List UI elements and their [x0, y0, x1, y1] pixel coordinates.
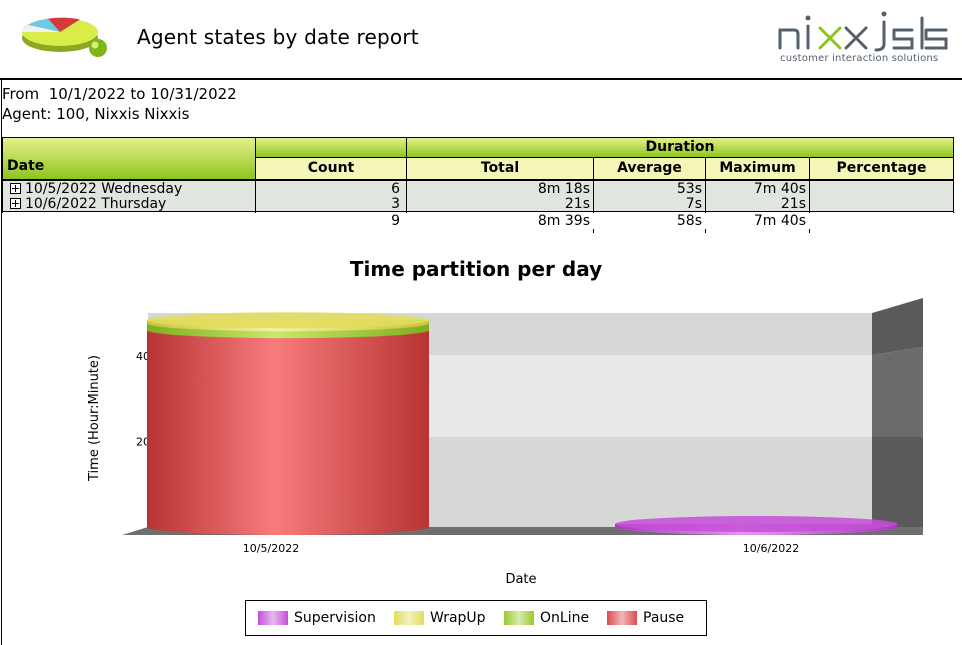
agent-label: Agent: [2, 105, 52, 123]
maximum-column-header: Maximum [705, 157, 810, 180]
row-maximum: 7m 40s [753, 181, 806, 197]
table-row[interactable]: 10/6/2022 Thursday 3 21s 7s 21s [2, 196, 954, 212]
agent-line: Agent: 100, Nixxis Nixxis [2, 105, 189, 123]
legend-label: WrapUp [430, 610, 486, 626]
from-date: 10/1/2022 [48, 85, 126, 103]
y-tick-label: 40 [136, 350, 150, 363]
legend-label: Pause [643, 610, 685, 626]
legend-item-supervision: Supervision [258, 610, 376, 626]
legend-item-pause: Pause [607, 610, 684, 626]
to-date: 10/31/2022 [150, 85, 237, 103]
y-axis-label: Time (Hour:Minute) [87, 355, 102, 482]
total-maximum: 7m 40s [753, 213, 806, 229]
from-label: From [2, 85, 40, 103]
x-axis-label: Date [505, 572, 536, 587]
row-maximum: 21s [780, 196, 806, 212]
x-tick-label: 10/5/2022 [243, 542, 299, 555]
totals-row: 9 8m 39s 58s 7m 40s [2, 213, 954, 229]
count-column-header: Count [255, 157, 407, 180]
legend-swatch [504, 611, 534, 625]
nixxis-logo [778, 11, 948, 52]
date-range: From 10/1/2022 to 10/31/2022 [2, 85, 237, 103]
row-count: 3 [391, 196, 400, 212]
logo-tagline: customer interaction solutions [780, 53, 939, 64]
total-count: 9 [391, 213, 400, 229]
legend-item-wrapup: WrapUp [394, 610, 486, 626]
row-date: 10/6/2022 Thursday [25, 196, 167, 212]
table-row[interactable]: 10/5/2022 Wednesday 6 8m 18s 53s 7m 40s [2, 180, 954, 197]
row-count: 6 [391, 181, 400, 197]
legend-swatch [258, 611, 288, 625]
bar-cap-1 [615, 516, 897, 532]
row-average: 7s [685, 196, 702, 212]
agent-value: 100, Nixxis Nixxis [56, 105, 190, 123]
chart-legend: Supervision WrapUp OnLine Pause [245, 600, 707, 636]
to-label: to [130, 85, 146, 103]
expand-icon[interactable] [10, 198, 21, 209]
legend-swatch [607, 611, 637, 625]
page-title: Agent states by date report [137, 25, 419, 49]
average-column-header: Average [593, 157, 706, 180]
percentage-column-header: Percentage [809, 157, 954, 180]
x-axis-ticks: 10/5/2022 10/6/2022 [243, 542, 799, 555]
row-date: 10/5/2022 Wednesday [25, 181, 183, 197]
page-border [1, 80, 2, 645]
pie-chart-icon [22, 17, 107, 57]
total-total: 8m 39s [537, 213, 590, 229]
bar-pause-0 [147, 330, 429, 535]
report-header: Agent states by date report customer int… [0, 0, 962, 80]
total-column-header: Total [406, 157, 594, 180]
legend-swatch [394, 611, 424, 625]
legend-label: Supervision [294, 610, 376, 626]
legend-label: OnLine [540, 610, 590, 626]
chart-title: Time partition per day [349, 257, 603, 281]
expand-icon[interactable] [10, 183, 21, 194]
total-average: 58s [676, 213, 702, 229]
bar-cap-0 [147, 312, 429, 329]
row-total: 21s [564, 196, 590, 212]
y-tick-label: 20 [136, 435, 150, 448]
bars [147, 312, 897, 535]
duration-group-header: Duration [406, 137, 954, 158]
legend-item-online: OnLine [504, 610, 589, 626]
row-average: 53s [676, 181, 702, 197]
row-total: 8m 18s [537, 181, 590, 197]
x-tick-label: 10/6/2022 [743, 542, 799, 555]
